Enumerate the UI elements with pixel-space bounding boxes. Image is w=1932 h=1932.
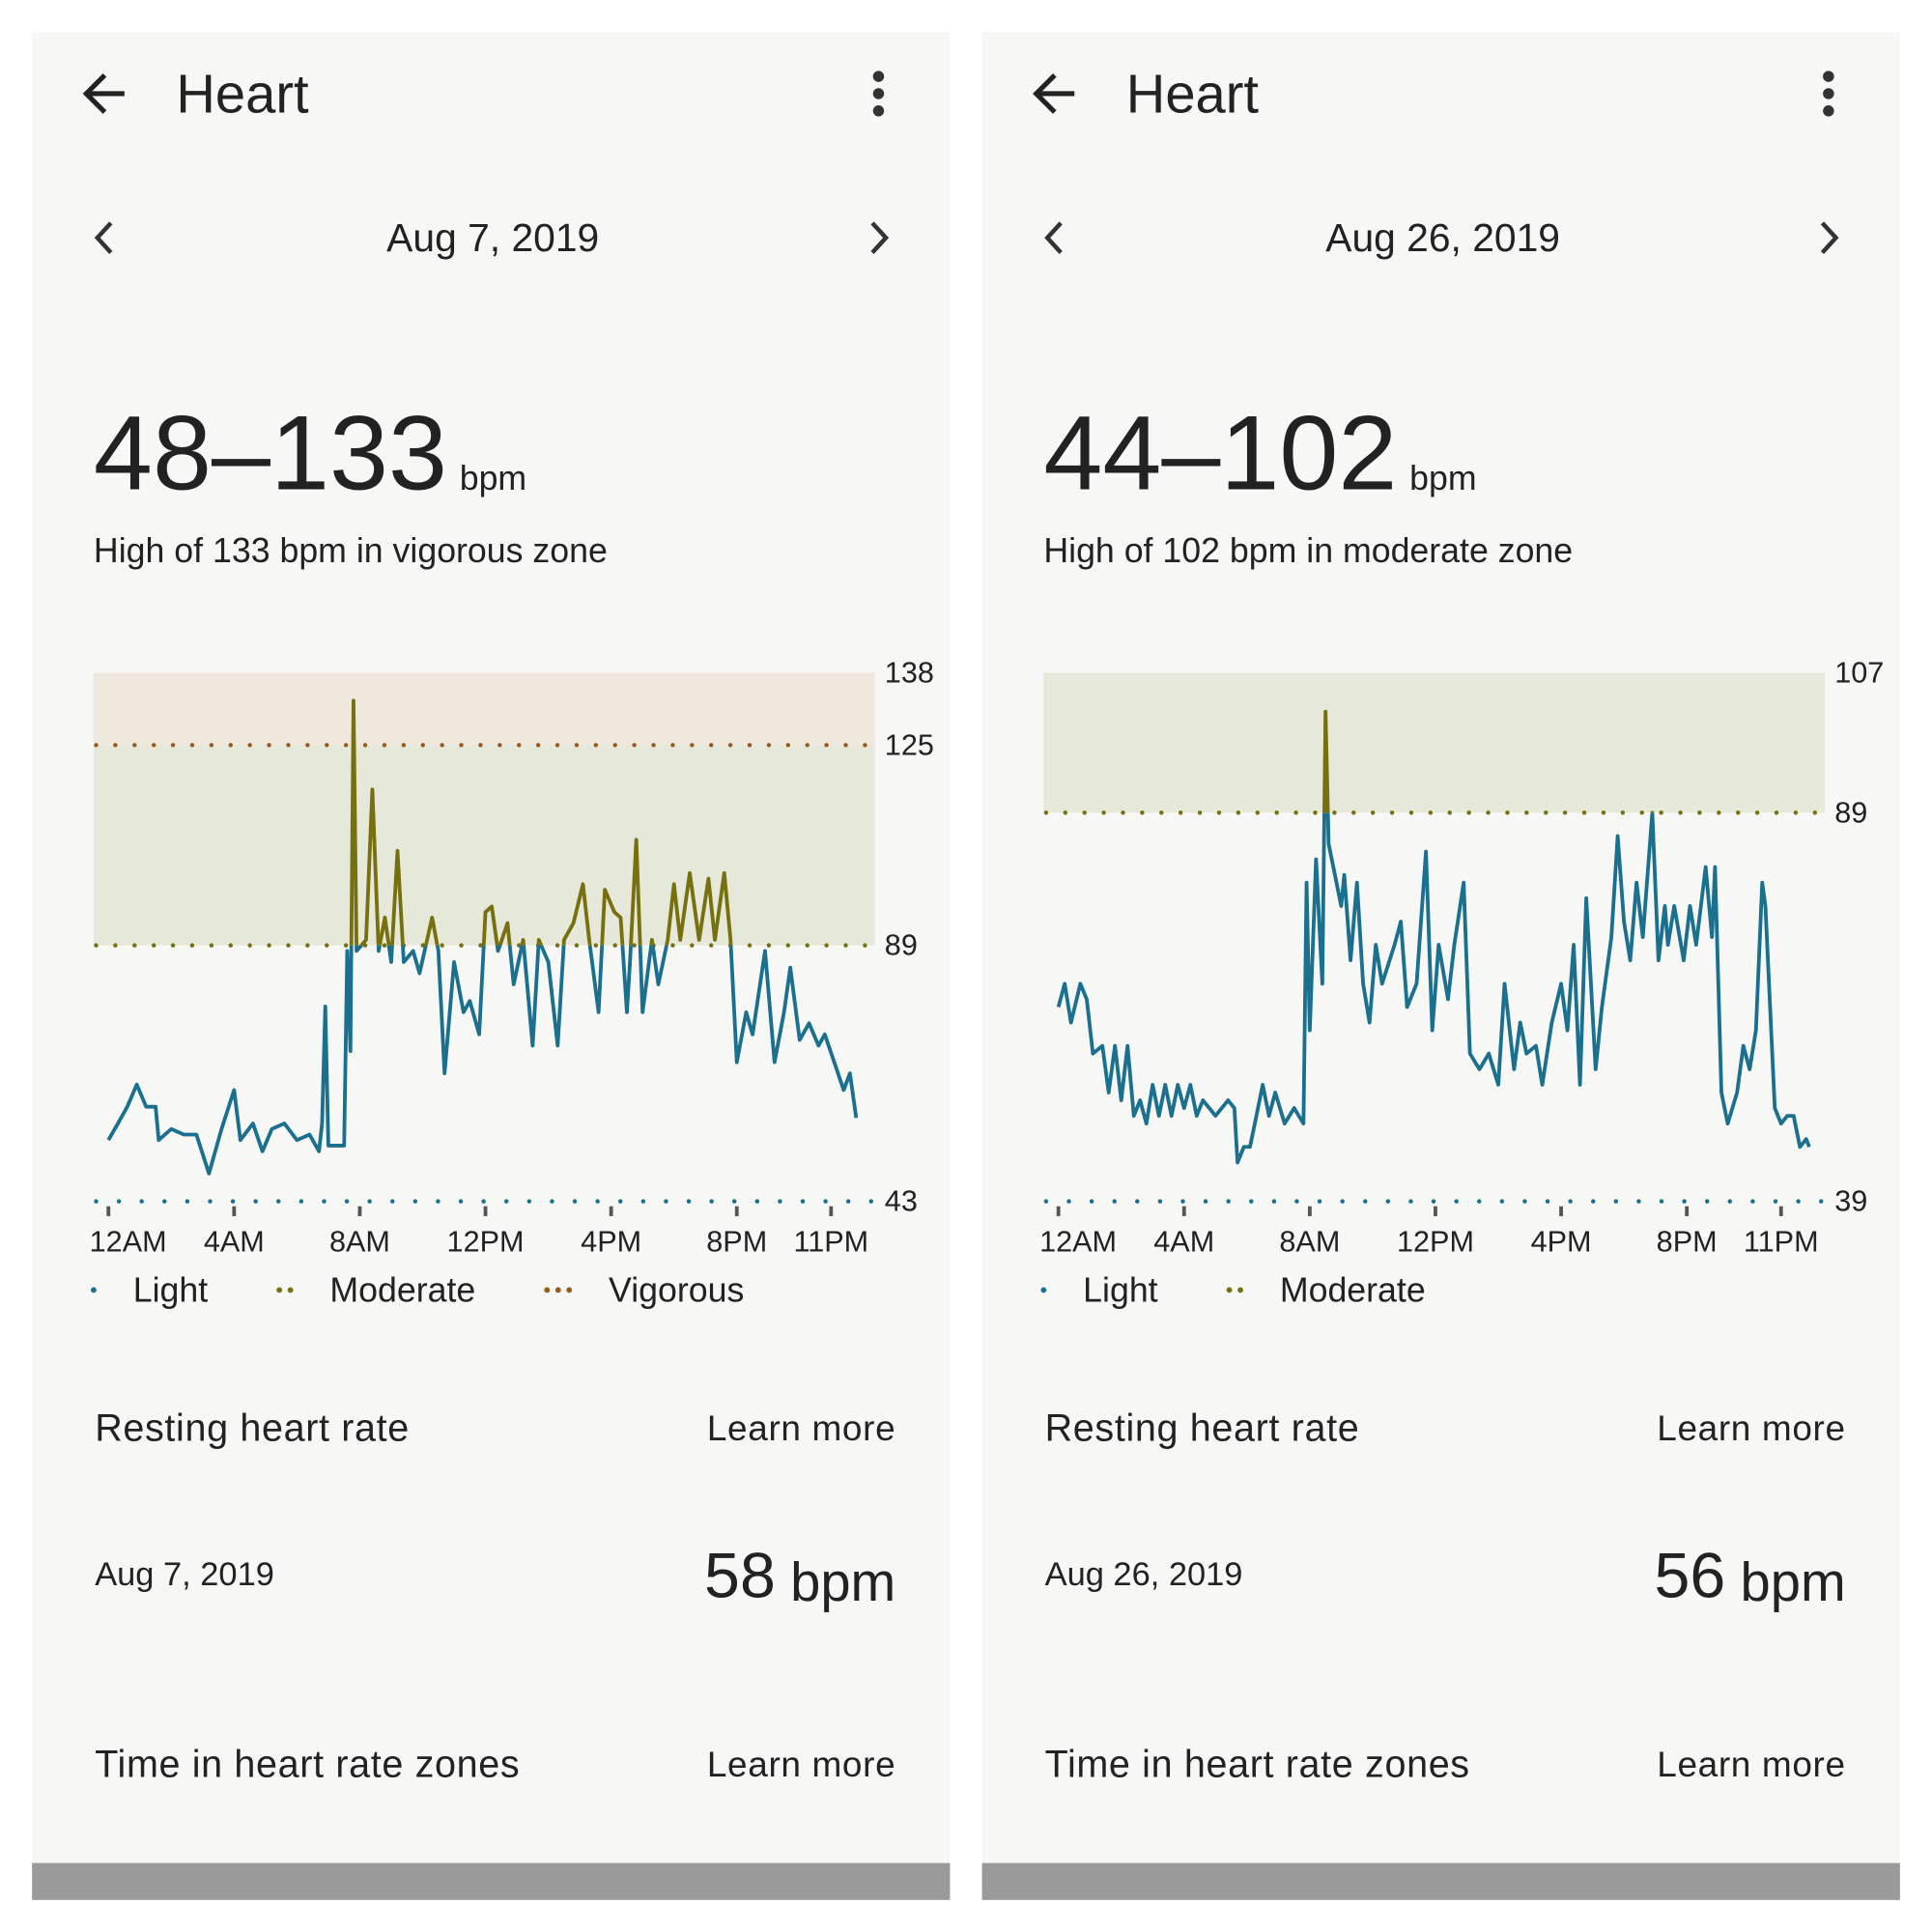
phone-screen: Heart Aug 7, 2019 48–133 bpm High of 133 bpm…	[32, 32, 951, 1900]
legend-marker	[544, 1287, 551, 1293]
back-arrow[interactable]	[1033, 73, 1075, 114]
legend-marker	[1226, 1287, 1233, 1293]
x-tick-label: 4AM	[204, 1226, 265, 1259]
legend-marker	[287, 1287, 294, 1293]
resting-date: Aug 7, 2019	[95, 1556, 274, 1593]
y-tick-label: 138	[885, 656, 934, 689]
resting-value: 58	[704, 1540, 776, 1611]
learn-more-link[interactable]: Learn more	[707, 1745, 895, 1784]
resting-unit: bpm	[1741, 1551, 1846, 1612]
x-tick-label: 8PM	[706, 1226, 767, 1259]
x-tick-label: 8AM	[329, 1226, 390, 1259]
learn-more-link[interactable]: Learn more	[707, 1408, 895, 1448]
heart-rate-line	[106, 945, 859, 1176]
x-tick-label: 8AM	[1279, 1226, 1340, 1259]
legend-label: Light	[133, 1270, 209, 1309]
resting-value: 56	[1654, 1540, 1725, 1611]
menu-dot[interactable]	[1823, 88, 1834, 99]
legend-marker	[91, 1287, 97, 1293]
bpm-range: 48–133	[94, 394, 447, 512]
bottom-bar	[32, 1862, 951, 1900]
prev-day[interactable]	[1044, 221, 1063, 254]
section-title: Resting heart rate	[1045, 1406, 1360, 1449]
section-title: Resting heart rate	[95, 1406, 410, 1449]
x-tick-label: 12AM	[90, 1226, 167, 1259]
learn-more-link[interactable]: Learn more	[1657, 1745, 1845, 1784]
learn-more-link[interactable]: Learn more	[1657, 1408, 1845, 1448]
y-tick-label: 39	[1834, 1185, 1867, 1218]
screen-background	[32, 32, 951, 1900]
menu-dot[interactable]	[1823, 105, 1834, 117]
prev-day[interactable]	[94, 221, 113, 254]
bpm-range: 44–102	[1043, 394, 1397, 512]
legend-label: Vigorous	[609, 1270, 744, 1309]
y-tick-label: 89	[885, 929, 918, 962]
summary: High of 102 bpm in moderate zone	[1043, 531, 1573, 570]
x-tick-label: 11PM	[793, 1226, 868, 1259]
date: Aug 26, 2019	[1325, 215, 1560, 260]
bottom-bar	[981, 1862, 1900, 1900]
summary: High of 133 bpm in vigorous zone	[94, 531, 608, 570]
x-tick-label: 12AM	[1039, 1226, 1117, 1259]
section-title: Time in heart rate zones	[95, 1744, 520, 1786]
x-tick-label: 8PM	[1657, 1226, 1718, 1259]
resting-unit: bpm	[790, 1551, 895, 1612]
x-tick-label: 4AM	[1153, 1226, 1214, 1259]
x-tick-label: 4PM	[581, 1226, 641, 1259]
back-arrow[interactable]	[82, 73, 125, 114]
menu-dot[interactable]	[872, 105, 885, 117]
x-tick-label: 4PM	[1531, 1226, 1592, 1259]
zone-band	[1043, 672, 1826, 813]
legend-marker	[1040, 1287, 1047, 1293]
y-tick-label: 125	[885, 728, 934, 761]
resting-date: Aug 26, 2019	[1045, 1556, 1243, 1593]
y-tick-label: 89	[1834, 796, 1867, 829]
menu-dot[interactable]	[872, 88, 885, 99]
heart-rate-line	[1056, 812, 1811, 1165]
legend-label: Moderate	[1280, 1270, 1426, 1309]
legend-marker	[1237, 1287, 1243, 1293]
legend-marker	[276, 1287, 283, 1293]
menu-dot[interactable]	[872, 71, 885, 82]
legend-marker	[554, 1287, 561, 1293]
date: Aug 7, 2019	[386, 215, 599, 260]
screen-title: Heart	[176, 63, 309, 124]
y-tick-label: 43	[885, 1185, 918, 1218]
screen-title: Heart	[1126, 63, 1260, 124]
heart-rate-line-zone	[349, 698, 733, 946]
next-day[interactable]	[1820, 221, 1839, 254]
bpm-unit: bpm	[460, 459, 526, 497]
legend-label: Moderate	[329, 1270, 475, 1309]
legend-marker	[566, 1287, 573, 1293]
x-tick-label: 11PM	[1744, 1226, 1819, 1259]
menu-dot[interactable]	[1823, 71, 1834, 82]
zone-band	[93, 672, 875, 746]
bpm-unit: bpm	[1409, 459, 1476, 497]
x-tick-label: 12PM	[1397, 1226, 1474, 1259]
legend-label: Light	[1083, 1270, 1158, 1309]
y-tick-label: 107	[1834, 656, 1884, 689]
next-day[interactable]	[870, 221, 890, 254]
section-title: Time in heart rate zones	[1045, 1744, 1470, 1786]
x-tick-label: 12PM	[447, 1226, 525, 1259]
